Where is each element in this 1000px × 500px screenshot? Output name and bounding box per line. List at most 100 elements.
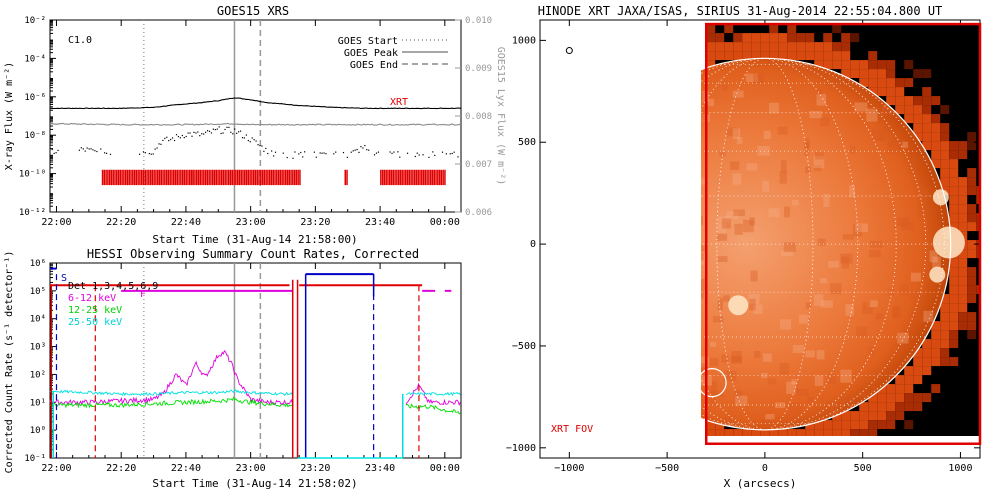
xrt-corona-block xyxy=(733,51,743,61)
xrt-corona-block xyxy=(733,42,743,52)
xrt-corona-block xyxy=(769,429,779,436)
xrt-disk-patch xyxy=(845,304,854,316)
goes-short-channel-point xyxy=(304,151,306,153)
xrt-corona-block xyxy=(967,141,977,151)
goes-short-channel-point xyxy=(315,156,317,158)
xrt-corona-block xyxy=(949,141,959,151)
xrt-corona-block xyxy=(913,105,923,115)
goes-short-channel-point xyxy=(249,141,251,143)
xrt-corona-block xyxy=(814,60,824,70)
xrt-corona-block xyxy=(868,78,878,88)
xrt-panel: HINODE XRT JAXA/ISAS, SIRIUS 31-Aug-2014… xyxy=(506,4,982,490)
hessi-ytick-label: 10⁻¹ xyxy=(24,454,46,464)
goes-xrt-coverage-tick xyxy=(247,169,250,186)
xrt-ytick-label: 500 xyxy=(518,137,536,148)
goes-xrt-coverage-tick xyxy=(140,169,143,186)
xrt-disk-patch xyxy=(681,225,692,236)
xrt-corona-block xyxy=(949,204,959,214)
xrt-corona-block xyxy=(949,195,959,205)
goes-xrt-coverage-tick xyxy=(195,169,198,186)
xrt-disk-patch xyxy=(732,173,742,185)
goes-xrt-coverage-tick xyxy=(293,169,296,186)
xrt-disk-patch xyxy=(602,300,609,306)
goes-xrt-coverage-tick xyxy=(160,169,163,186)
xrt-disk-patch xyxy=(819,117,830,127)
xrt-corona-block xyxy=(787,24,797,34)
xrt-corona-block xyxy=(949,177,959,187)
hessi-ytick-label: 10⁰ xyxy=(30,426,46,436)
xrt-corona-block xyxy=(796,42,806,52)
goes-short-channel-point xyxy=(179,137,181,139)
xrt-disk-patch xyxy=(634,229,643,236)
xrt-disk-patch xyxy=(805,138,811,149)
goes-short-channel-point xyxy=(162,139,164,142)
hessi-xtick-label: 23:00 xyxy=(236,463,266,474)
goes-short-channel-point xyxy=(389,151,391,153)
xrt-corona-block xyxy=(841,420,851,430)
hessi-legend-6-12: 6-12 keV xyxy=(68,293,116,304)
hessi-y-axis-label: Corrected Count Rate (s⁻¹ detector⁻¹) xyxy=(4,251,15,474)
goes-xrt-coverage-tick xyxy=(256,169,258,186)
xrt-active-region-1 xyxy=(929,266,946,283)
xrt-disk-patch xyxy=(726,127,739,137)
goes-xrt-coverage-tick xyxy=(254,169,257,186)
xrt-disk-patch xyxy=(753,73,765,84)
xrt-disk-patch xyxy=(842,234,854,240)
goes-short-channel-point xyxy=(183,136,185,139)
goes-xrt-coverage-tick xyxy=(245,169,248,186)
goes-xrt-coverage-tick xyxy=(192,169,194,186)
xrt-corona-block xyxy=(742,42,752,52)
goes-short-channel-point xyxy=(228,126,230,128)
xrt-disk-patch xyxy=(626,264,634,277)
xrt-corona-block xyxy=(877,69,887,79)
goes-ytick-label: 10⁻² xyxy=(24,16,46,26)
xrt-corona-block xyxy=(778,42,788,52)
goes-short-channel-point xyxy=(208,130,211,132)
xrt-corona-block xyxy=(751,42,761,52)
goes-xrt-coverage-tick xyxy=(276,169,278,186)
xrt-active-region-0 xyxy=(932,226,965,259)
xrt-corona-block xyxy=(859,60,869,70)
xrt-disk-patch xyxy=(816,93,827,106)
xrt-corona-block xyxy=(904,114,914,124)
goes-short-channel-point xyxy=(150,153,152,155)
xrt-corona-block xyxy=(895,105,905,115)
goes-short-channel-point xyxy=(138,153,141,155)
xrt-disk-patch xyxy=(791,199,799,206)
goes-xrt-coverage-tick xyxy=(123,169,125,186)
goes-xrt-coverage-tick xyxy=(290,169,292,186)
xrt-corona-block xyxy=(913,69,923,79)
goes-short-channel-point xyxy=(234,128,236,130)
goes-short-channel-point xyxy=(282,152,284,154)
xrt-corona-block xyxy=(814,42,824,52)
xrt-disk-patch xyxy=(655,161,663,170)
goes-xrt-coverage-tick xyxy=(183,169,186,186)
goes-short-channel-point xyxy=(173,139,176,142)
goes-xrt-coverage-tick xyxy=(226,169,228,186)
goes-xrt-coverage-tick xyxy=(346,169,348,186)
xrt-corona-block xyxy=(904,384,914,394)
goes-legend-peak-label: GOES Peak xyxy=(344,48,398,59)
xrt-grid-longitude xyxy=(716,58,814,430)
xrt-corona-block xyxy=(904,402,914,412)
xrt-disk-patch xyxy=(854,102,868,112)
xrt-disk-patch xyxy=(680,97,687,110)
xrt-disk-patch xyxy=(856,326,867,337)
hessi-title: HESSI Observing Summary Count Rates, Cor… xyxy=(87,247,419,261)
xrt-corona-block xyxy=(832,420,842,430)
goes-xrt-coverage-tick xyxy=(383,169,386,186)
goes-short-channel-point xyxy=(255,140,257,142)
hessi-xtick-label: 22:40 xyxy=(171,463,201,474)
xrt-corona-block xyxy=(724,24,734,34)
goes-xrt-coverage-tick xyxy=(270,169,273,186)
xrt-corona-block xyxy=(967,204,977,214)
xrt-disk-patch xyxy=(612,168,621,180)
xrt-disk-patch xyxy=(857,393,867,400)
goes-xrt-coverage-tick xyxy=(206,169,209,186)
xrt-corona-block xyxy=(850,60,860,70)
goes-short-channel-point xyxy=(57,149,59,152)
xrt-disk-patch xyxy=(809,111,822,119)
goes-xrt-coverage-tick xyxy=(126,169,129,186)
goes-xrt-coverage-tick xyxy=(204,169,207,186)
goes-xrt-coverage-tick xyxy=(180,169,182,186)
